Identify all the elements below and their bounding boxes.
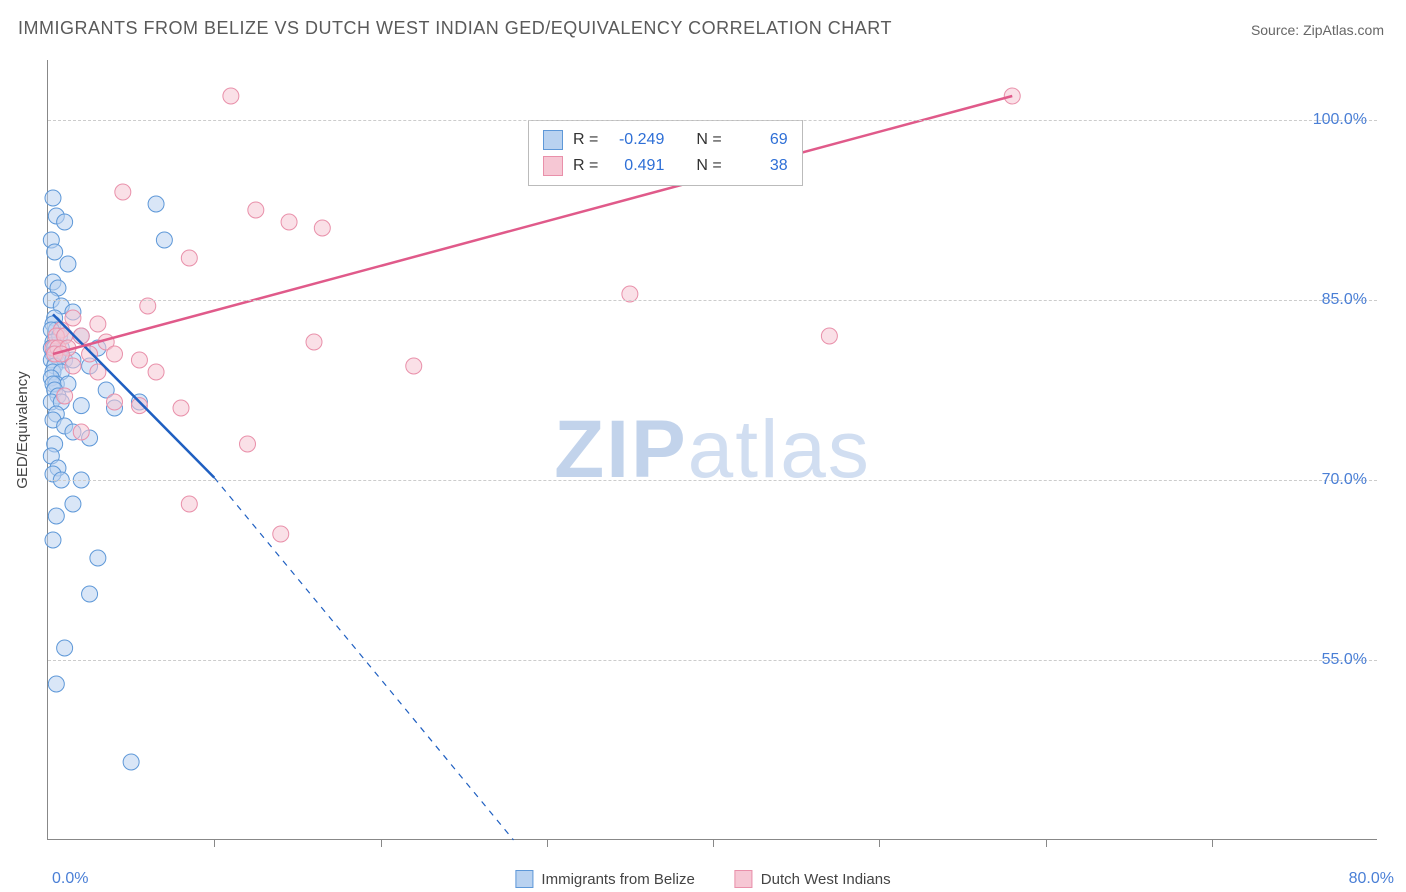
y-tick-label: 100.0% <box>1313 111 1367 129</box>
scatter-point-series1 <box>48 508 64 524</box>
scatter-point-series1 <box>148 196 164 212</box>
gridline <box>48 480 1377 481</box>
y-axis-title: GED/Equivalency <box>14 371 31 489</box>
gridline <box>48 300 1377 301</box>
scatter-point-series2 <box>406 358 422 374</box>
scatter-point-series2 <box>181 496 197 512</box>
x-tick <box>879 839 880 847</box>
scatter-point-series2 <box>314 220 330 236</box>
legend-label-series2: Dutch West Indians <box>761 871 891 888</box>
n-value-2: 38 <box>732 153 788 179</box>
x-tick <box>713 839 714 847</box>
scatter-point-series2 <box>281 214 297 230</box>
scatter-point-series2 <box>65 310 81 326</box>
scatter-point-series1 <box>48 676 64 692</box>
legend-item-series2: Dutch West Indians <box>735 870 891 888</box>
stats-swatch-series1 <box>543 130 563 150</box>
gridline <box>48 120 1377 121</box>
scatter-point-series1 <box>73 398 89 414</box>
scatter-point-series2 <box>181 250 197 266</box>
source-link[interactable]: ZipAtlas.com <box>1303 22 1384 38</box>
x-tick <box>214 839 215 847</box>
scatter-point-series2 <box>107 346 123 362</box>
legend-swatch-series1 <box>515 870 533 888</box>
scatter-point-series2 <box>821 328 837 344</box>
scatter-point-series1 <box>156 232 172 248</box>
chart-title: IMMIGRANTS FROM BELIZE VS DUTCH WEST IND… <box>18 18 892 39</box>
regression-line-series1 <box>53 314 214 477</box>
scatter-point-series2 <box>240 436 256 452</box>
scatter-point-series1 <box>57 640 73 656</box>
y-tick-label: 70.0% <box>1322 471 1367 489</box>
r-label-1: R = <box>573 127 598 153</box>
scatter-point-series2 <box>306 334 322 350</box>
r-value-1: -0.249 <box>608 127 664 153</box>
n-value-1: 69 <box>732 127 788 153</box>
scatter-point-series2 <box>82 346 98 362</box>
scatter-point-series2 <box>131 398 147 414</box>
scatter-point-series2 <box>148 364 164 380</box>
n-label-1: N = <box>696 127 721 153</box>
x-tick <box>1212 839 1213 847</box>
scatter-point-series1 <box>57 214 73 230</box>
scatter-point-series2 <box>223 88 239 104</box>
scatter-point-series2 <box>131 352 147 368</box>
scatter-point-series2 <box>173 400 189 416</box>
r-value-2: 0.491 <box>608 153 664 179</box>
scatter-point-series2 <box>73 424 89 440</box>
scatter-point-series1 <box>60 256 76 272</box>
legend-item-series1: Immigrants from Belize <box>515 870 694 888</box>
scatter-point-series2 <box>107 394 123 410</box>
scatter-point-series1 <box>45 190 61 206</box>
scatter-point-series1 <box>47 244 63 260</box>
x-tick <box>547 839 548 847</box>
regression-line-series1-extrapolated <box>214 478 513 840</box>
scatter-point-series2 <box>90 316 106 332</box>
scatter-point-series1 <box>123 754 139 770</box>
y-tick-label: 85.0% <box>1322 291 1367 309</box>
gridline <box>48 660 1377 661</box>
y-tick-label: 55.0% <box>1322 651 1367 669</box>
legend: Immigrants from Belize Dutch West Indian… <box>515 870 890 888</box>
scatter-point-series2 <box>65 358 81 374</box>
legend-swatch-series2 <box>735 870 753 888</box>
scatter-point-series2 <box>273 526 289 542</box>
scatter-point-series2 <box>248 202 264 218</box>
scatter-point-series1 <box>65 496 81 512</box>
scatter-point-series2 <box>57 388 73 404</box>
scatter-point-series1 <box>90 550 106 566</box>
x-tick <box>1046 839 1047 847</box>
legend-label-series1: Immigrants from Belize <box>541 871 694 888</box>
stats-swatch-series2 <box>543 156 563 176</box>
n-label-2: N = <box>696 153 721 179</box>
x-axis-min-label: 0.0% <box>52 870 88 888</box>
x-axis-max-label: 80.0% <box>1349 870 1394 888</box>
x-tick <box>381 839 382 847</box>
correlation-stats-box: R = -0.249 N = 69 R = 0.491 N = 38 <box>528 120 803 186</box>
source-attribution: Source: ZipAtlas.com <box>1251 22 1384 38</box>
scatter-point-series1 <box>45 532 61 548</box>
r-label-2: R = <box>573 153 598 179</box>
stats-row-series1: R = -0.249 N = 69 <box>543 127 788 153</box>
scatter-point-series2 <box>115 184 131 200</box>
scatter-point-series1 <box>82 586 98 602</box>
source-label: Source: <box>1251 22 1299 38</box>
stats-row-series2: R = 0.491 N = 38 <box>543 153 788 179</box>
plot-area: ZIPatlas R = -0.249 N = 69 R = 0.491 N =… <box>47 60 1377 840</box>
